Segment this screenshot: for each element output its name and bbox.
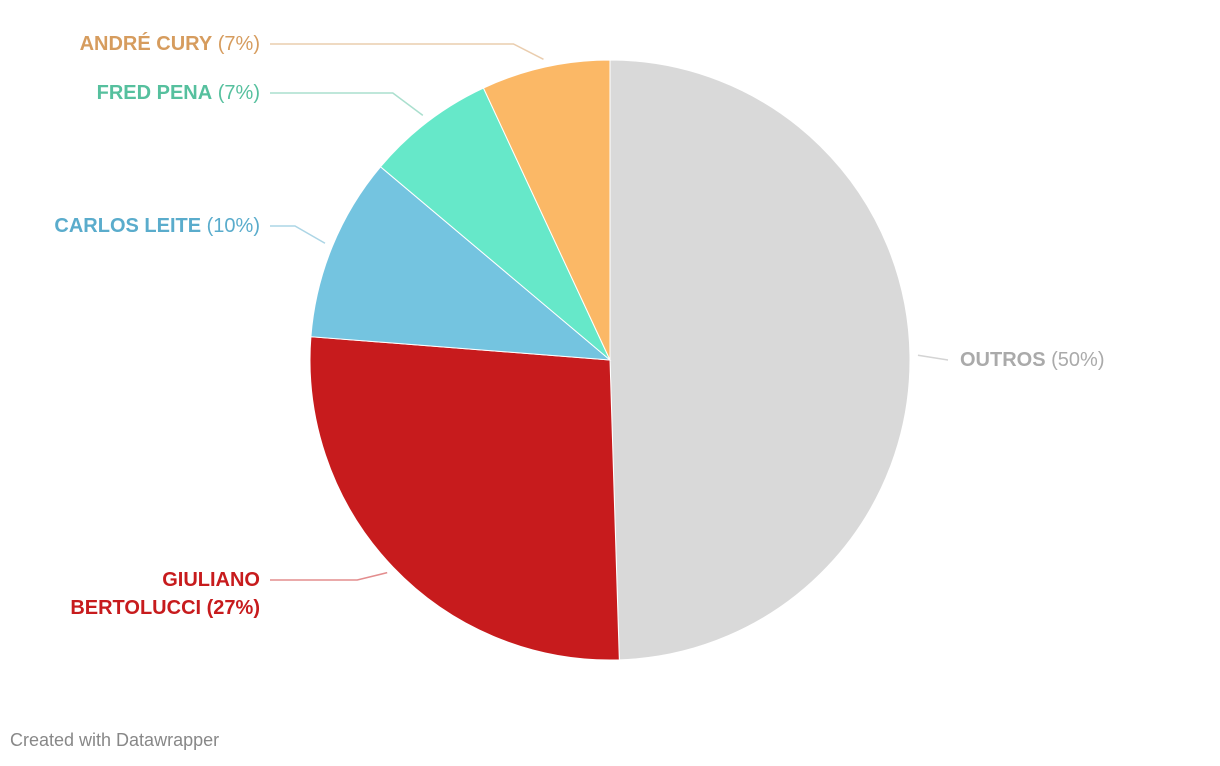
value-label: (7%) xyxy=(217,33,260,55)
leader-line xyxy=(270,92,424,117)
leader-line xyxy=(270,571,388,581)
slice-label: FRED PENA (7%) xyxy=(0,79,260,107)
slice-label: ANDRÉ CURY (7%) xyxy=(0,30,260,58)
pie-slice xyxy=(310,166,612,361)
pie-slice xyxy=(482,59,611,361)
category-name: OUTROS xyxy=(960,349,1046,371)
category-name: GIULIANO BERTOLUCCI xyxy=(70,569,260,619)
slice-label: GIULIANO BERTOLUCCI (27%) xyxy=(45,566,260,622)
footer: Created with Datawrapper xyxy=(10,730,220,750)
pie-slice xyxy=(309,336,620,661)
category-name: FRED PENA xyxy=(96,82,213,104)
category-name: CARLOS LEITE xyxy=(54,215,202,237)
slice-label: OUTROS (50%) xyxy=(960,346,1180,374)
value-label: (7%) xyxy=(217,82,260,104)
leader-line xyxy=(270,43,544,60)
category-name: ANDRÉ CURY xyxy=(79,33,213,55)
value-label: (50%) xyxy=(1051,349,1105,371)
pie-slice xyxy=(609,59,911,661)
leader-line xyxy=(917,354,949,361)
pie-slice xyxy=(379,87,611,361)
value-label: (27%) xyxy=(206,597,260,619)
value-label: (10%) xyxy=(206,215,260,237)
slice-label: CARLOS LEITE (10%) xyxy=(0,212,260,240)
leader-line xyxy=(270,225,326,244)
